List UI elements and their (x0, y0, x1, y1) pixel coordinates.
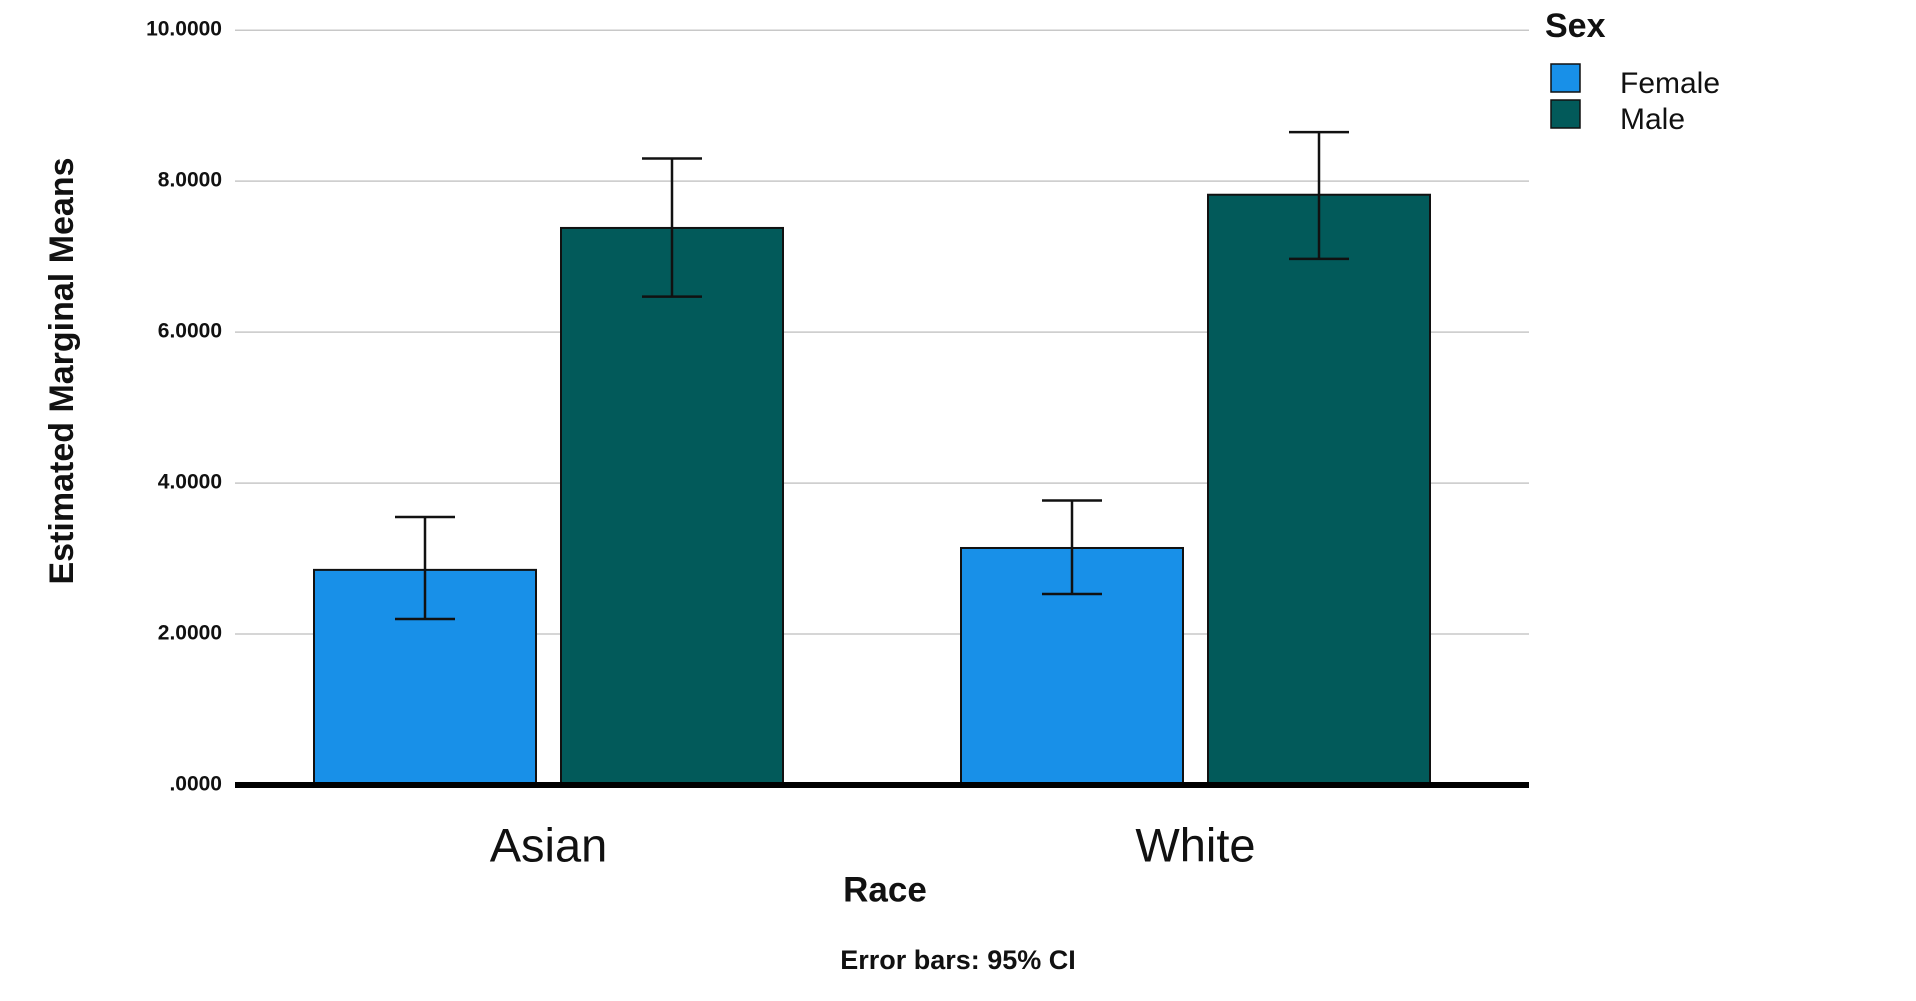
legend-swatch (1550, 99, 1581, 129)
legend-title: Sex (1545, 7, 1606, 45)
y-axis-title: Estimated Marginal Means (43, 157, 81, 584)
error-bar (1042, 499, 1102, 596)
legend-label: Female (1620, 67, 1720, 100)
y-tick-label: 6.0000 (158, 320, 222, 343)
error-bar (642, 157, 702, 298)
legend-label: Male (1620, 103, 1685, 136)
error-bar (395, 515, 455, 621)
y-tick-label: 10.0000 (146, 18, 222, 41)
y-tick-label: 4.0000 (158, 471, 222, 494)
legend-swatch (1550, 63, 1581, 93)
y-tick-label: 2.0000 (158, 622, 222, 645)
x-tick-label: Asian (490, 818, 608, 871)
error-bar (1289, 130, 1349, 261)
x-axis-title: Race (843, 870, 927, 909)
y-tick-label: 8.0000 (158, 169, 222, 192)
y-tick-label: .0000 (169, 773, 222, 796)
bar (1207, 193, 1431, 787)
note: Error bars: 95% CI (840, 945, 1076, 975)
x-tick-label: White (1135, 818, 1255, 871)
bar (560, 226, 784, 787)
